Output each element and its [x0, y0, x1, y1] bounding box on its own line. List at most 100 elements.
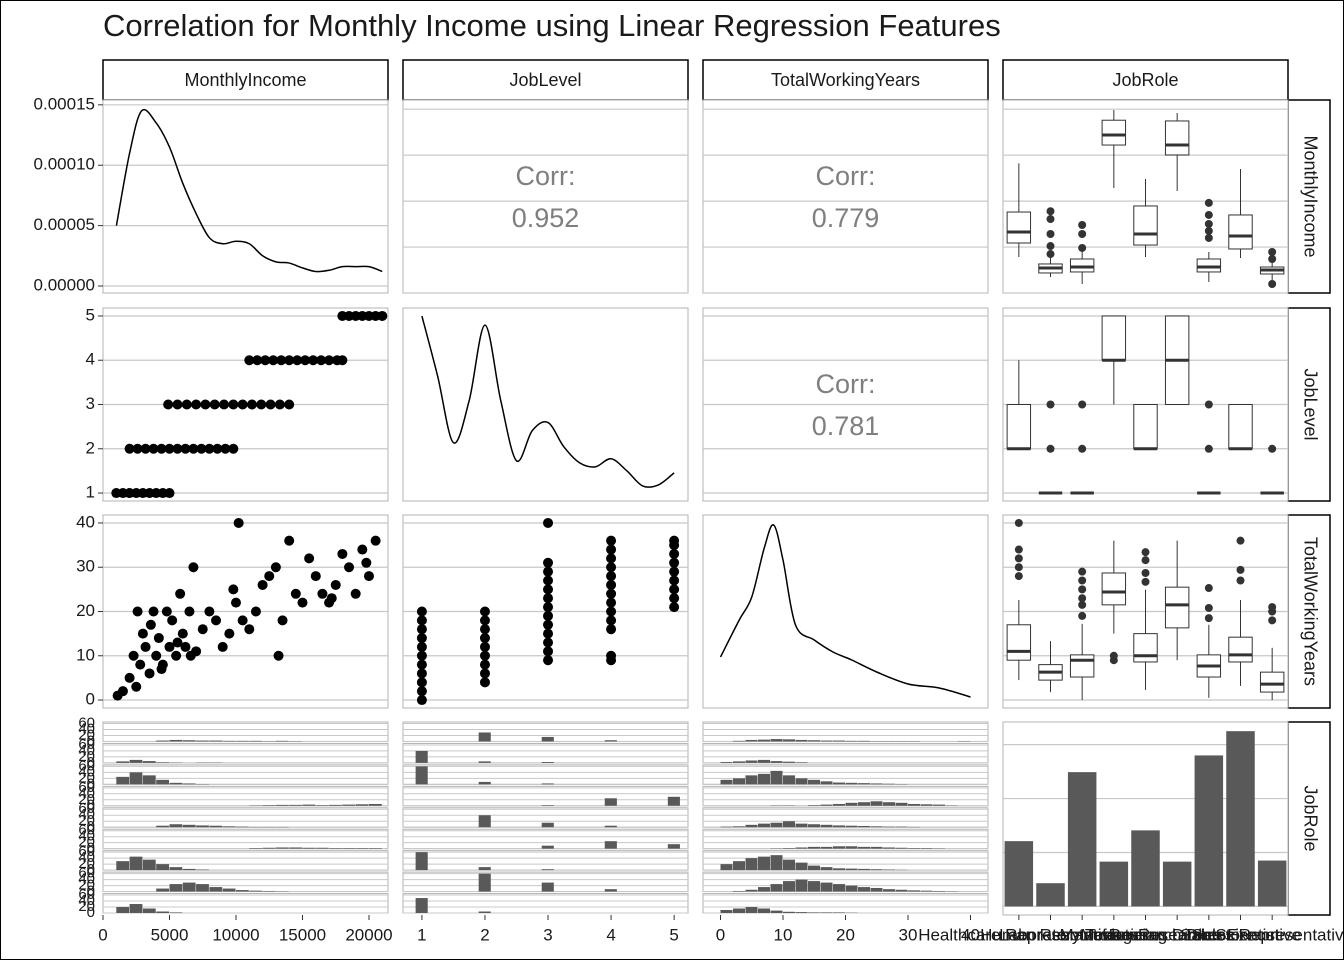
y-tick-label: 20 — [78, 726, 95, 743]
histogram-bar — [720, 761, 733, 763]
column-strip-label: JobLevel — [509, 70, 581, 90]
x-tick-label: 5 — [669, 925, 678, 944]
histogram-bar — [920, 890, 933, 892]
y-tick-label: 20 — [78, 834, 95, 851]
point — [230, 597, 241, 608]
y-tick-label: 40 — [78, 785, 95, 802]
y-tick-label: 40 — [78, 720, 95, 737]
histogram-bar — [182, 783, 196, 785]
histogram-bar — [235, 740, 249, 742]
point — [370, 535, 381, 546]
histogram-bar — [795, 762, 808, 763]
histogram-bar — [895, 826, 908, 828]
histogram-bar — [783, 739, 795, 742]
histogram-bar — [368, 803, 382, 806]
x-tick-label: Human Resources — [980, 925, 1121, 944]
histogram-bar — [858, 846, 870, 849]
outlier — [1046, 207, 1055, 216]
histogram-bar — [249, 890, 263, 892]
box — [1069, 258, 1095, 273]
x-tick-label: Research Director — [1109, 925, 1246, 944]
histogram-bar — [169, 824, 183, 828]
y-tick-label: 4 — [86, 350, 95, 369]
histogram-bar — [182, 868, 196, 871]
row-strip-label: MonthlyIncome — [1300, 135, 1320, 257]
histogram-bar — [156, 762, 169, 763]
y-tick-label: 0 — [87, 797, 95, 814]
outlier — [1141, 548, 1150, 557]
outlier — [1141, 577, 1150, 586]
point — [350, 588, 361, 599]
point — [543, 655, 554, 666]
point — [175, 588, 186, 599]
x-tick-label: 2 — [480, 925, 489, 944]
x-tick-label: 0 — [98, 925, 107, 944]
outlier — [1078, 567, 1087, 576]
outlier — [1078, 594, 1087, 603]
panel — [102, 99, 389, 294]
histogram-bar — [845, 885, 858, 892]
histogram-bar — [733, 861, 745, 871]
histogram-bar — [820, 824, 833, 828]
point — [337, 355, 348, 366]
box — [1101, 315, 1127, 361]
point — [220, 443, 231, 454]
histogram-bar — [667, 796, 680, 806]
histogram-bar — [770, 761, 783, 763]
x-tick-label: 40 — [961, 925, 980, 944]
histogram-bar — [342, 848, 356, 849]
histogram-bar — [783, 775, 795, 785]
chart-title: Correlation for Monthly Income using Lin… — [103, 8, 1001, 43]
histogram-bar — [733, 890, 745, 892]
point — [416, 606, 427, 617]
bar — [1194, 755, 1224, 907]
histogram-bar — [169, 739, 183, 742]
histogram-bar — [169, 912, 183, 913]
histogram-bar — [895, 802, 908, 806]
box — [1228, 214, 1253, 250]
histogram-bar — [895, 847, 908, 849]
y-tick-label: 20 — [76, 601, 95, 620]
point — [324, 355, 335, 366]
histogram-bar — [808, 805, 820, 806]
point — [416, 677, 427, 688]
histogram-bar — [667, 844, 680, 849]
point — [416, 695, 427, 706]
x-tick-label: Research Scientist — [1138, 925, 1280, 944]
panel — [402, 307, 689, 502]
x-tick-label: Manager — [1080, 925, 1147, 944]
point — [270, 562, 281, 573]
histogram-bar — [222, 826, 236, 828]
histogram-bar — [129, 904, 143, 913]
facet-panel — [702, 828, 989, 850]
histogram-bar — [845, 782, 858, 785]
histogram-bar — [745, 760, 758, 763]
histogram-bar — [833, 740, 845, 742]
outlier — [1078, 600, 1087, 609]
histogram-bar — [733, 740, 745, 742]
histogram-bar — [895, 889, 908, 892]
histogram-bar — [196, 825, 209, 828]
y-tick-label: 5 — [86, 305, 95, 324]
box — [1228, 404, 1253, 450]
facet-panel — [102, 871, 389, 893]
point — [543, 584, 554, 595]
point — [167, 615, 178, 626]
outlier — [1141, 556, 1150, 565]
point — [117, 686, 128, 697]
point — [669, 557, 680, 568]
histogram-bar — [758, 823, 770, 828]
histogram-bar — [604, 841, 617, 849]
histogram-bar — [883, 783, 895, 785]
histogram-bar — [870, 887, 883, 892]
point — [224, 628, 235, 639]
histogram-bar — [770, 770, 783, 785]
histogram-bar — [235, 826, 249, 828]
x-tick-label: 20 — [836, 925, 855, 944]
point — [132, 606, 143, 617]
bar — [1162, 861, 1192, 907]
histogram-bar — [783, 881, 795, 892]
y-tick-label: 60 — [78, 779, 95, 796]
density-line — [115, 108, 383, 273]
